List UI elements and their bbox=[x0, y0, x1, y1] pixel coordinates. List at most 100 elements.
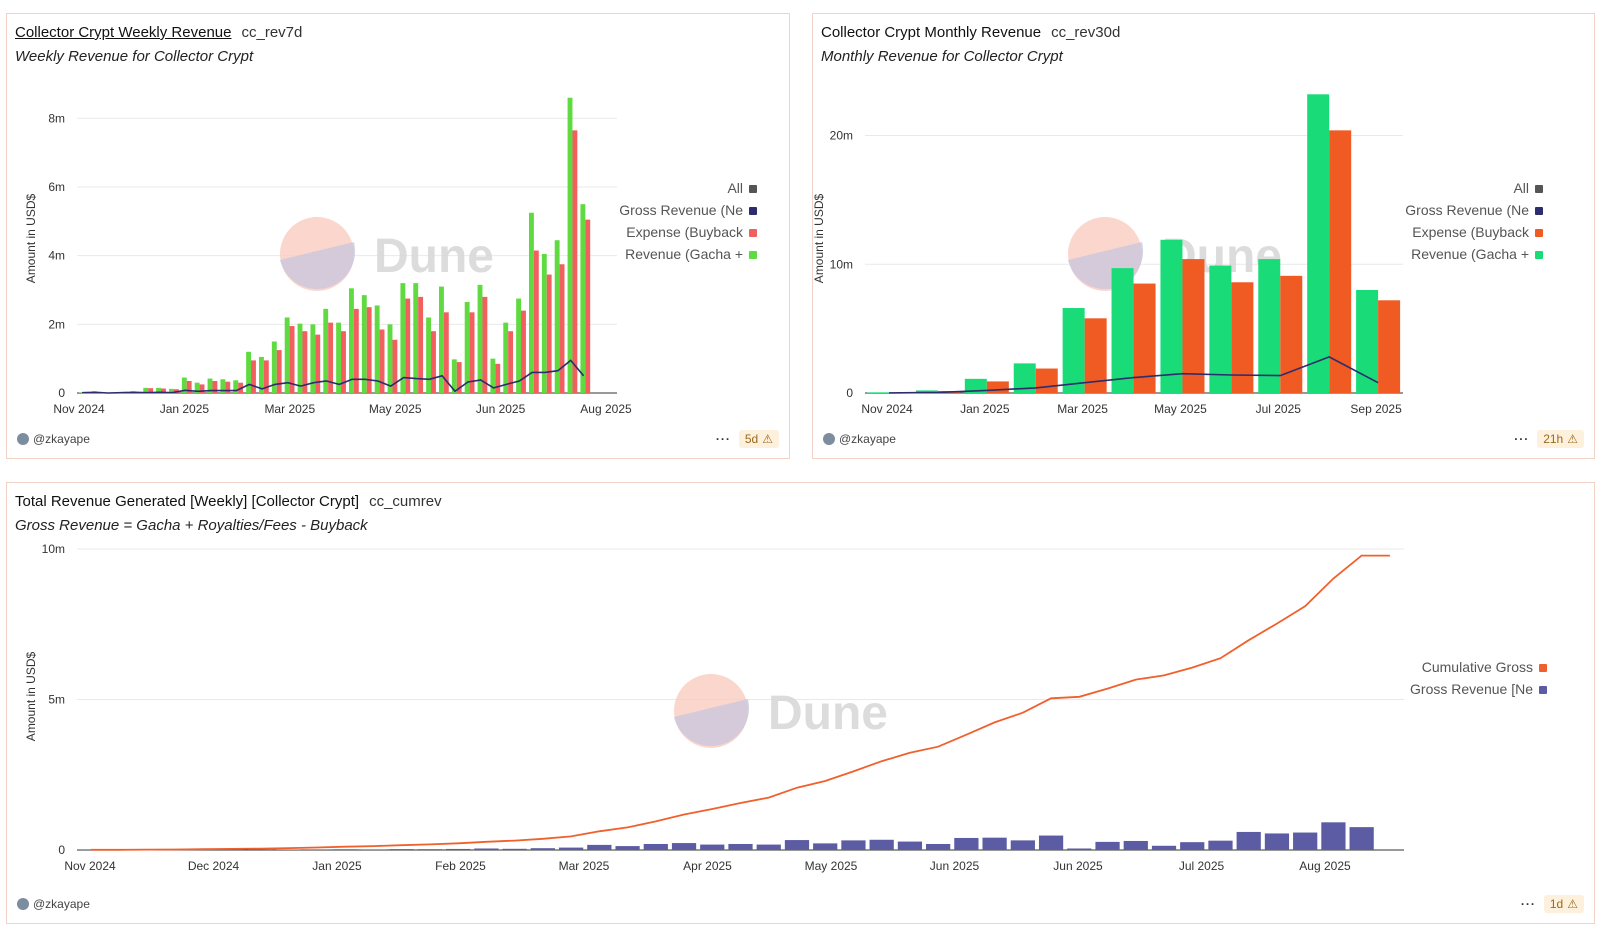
bar-revenue bbox=[1013, 363, 1036, 393]
bar-revenue bbox=[451, 359, 457, 393]
y-axis-label: Amount in USD$ bbox=[813, 193, 826, 283]
age-badge[interactable]: 21h ⚠ bbox=[1537, 430, 1584, 448]
weekly-revenue-chart: 0 2m 4m 6m 8m Amount in USD$ Dune Nov 2024 Jan 2… bbox=[24, 97, 757, 416]
x-tick-label: Jul 2025 bbox=[1179, 859, 1225, 873]
legend-label: Revenue (Gacha + bbox=[1411, 246, 1529, 262]
bar-gross-revenue bbox=[1236, 831, 1261, 850]
bar-gross-revenue bbox=[587, 844, 612, 850]
age-badge[interactable]: 1d ⚠ bbox=[1543, 895, 1584, 913]
author-name: @zkayape bbox=[33, 897, 90, 911]
watermark-logo-half bbox=[674, 699, 750, 747]
query-id: cc_rev30d bbox=[1051, 24, 1121, 41]
y-axis-label: Amount in USD$ bbox=[24, 193, 38, 283]
bar-gross-revenue bbox=[615, 846, 640, 850]
legend-swatch bbox=[749, 251, 757, 259]
x-tick-label: Jun 2025 bbox=[1053, 859, 1103, 873]
panel-title-row: Total Revenue Generated [Weekly] [Collec… bbox=[15, 493, 442, 510]
legend-swatch bbox=[749, 229, 757, 237]
panel-title[interactable]: Collector Crypt Weekly Revenue bbox=[15, 24, 232, 41]
bar-expense bbox=[289, 326, 295, 393]
bar-gross-revenue bbox=[841, 840, 866, 850]
warning-icon: ⚠ bbox=[1567, 897, 1578, 911]
y-tick-label: 0 bbox=[58, 843, 65, 857]
bar-revenue bbox=[1062, 308, 1085, 393]
bar-gross-revenue bbox=[1180, 842, 1205, 850]
bar-expense bbox=[546, 274, 552, 393]
bar-expense bbox=[315, 334, 321, 393]
author[interactable]: @zkayape bbox=[17, 432, 90, 446]
bar-expense bbox=[1378, 300, 1401, 393]
bar-revenue bbox=[1160, 239, 1183, 393]
bar-gross-revenue bbox=[700, 844, 725, 850]
legend-label: Gross Revenue (Ne bbox=[1405, 202, 1529, 218]
more-dots-icon[interactable]: ··· bbox=[1514, 432, 1530, 446]
y-tick-label: 10m bbox=[830, 257, 853, 271]
bar-revenue bbox=[246, 351, 252, 393]
more-dots-icon[interactable]: ··· bbox=[1520, 897, 1536, 911]
bar-expense bbox=[302, 331, 308, 393]
bar-expense bbox=[225, 381, 231, 393]
bar-gross-revenue bbox=[333, 849, 358, 850]
bar-revenue bbox=[143, 387, 149, 393]
bar-expense bbox=[341, 331, 346, 393]
legend-label: All bbox=[1513, 180, 1529, 196]
author-name: @zkayape bbox=[33, 432, 90, 446]
bar-revenue bbox=[271, 341, 277, 393]
bar-gross-revenue bbox=[558, 847, 584, 850]
bar-expense bbox=[508, 331, 514, 393]
bar-expense bbox=[1035, 368, 1058, 393]
bar-expense bbox=[263, 360, 269, 393]
x-tick-label: Jan 2025 bbox=[960, 402, 1010, 416]
x-tick-label: Feb 2025 bbox=[435, 859, 486, 873]
warning-icon: ⚠ bbox=[762, 432, 773, 446]
panel-title[interactable]: Total Revenue Generated [Weekly] [Collec… bbox=[15, 493, 360, 510]
bar-revenue bbox=[361, 295, 367, 393]
legend-swatch bbox=[1539, 664, 1547, 672]
x-tick-label: May 2025 bbox=[1154, 402, 1207, 416]
author[interactable]: @zkayape bbox=[823, 432, 896, 446]
bar-revenue bbox=[194, 382, 200, 393]
bar-expense bbox=[533, 250, 539, 393]
warning-icon: ⚠ bbox=[1567, 432, 1578, 446]
y-tick-label: 0 bbox=[58, 386, 65, 400]
bar-revenue bbox=[284, 317, 290, 393]
bar-revenue bbox=[567, 97, 573, 393]
bar-revenue bbox=[1209, 265, 1232, 393]
author[interactable]: @zkayape bbox=[17, 897, 90, 911]
bar-revenue bbox=[1258, 259, 1281, 393]
bar-expense bbox=[148, 388, 154, 393]
bar-expense bbox=[1084, 318, 1107, 393]
bar-revenue bbox=[426, 317, 432, 393]
bar-gross-revenue bbox=[1010, 840, 1035, 850]
more-dots-icon[interactable]: ··· bbox=[715, 432, 731, 446]
legend-label: All bbox=[727, 180, 743, 196]
line-gross-revenue bbox=[82, 359, 585, 394]
x-tick-label: Mar 2025 bbox=[1057, 402, 1108, 416]
bar-gross-revenue bbox=[728, 843, 753, 850]
bar-gross-revenue bbox=[304, 849, 330, 850]
bar-expense bbox=[1280, 275, 1303, 393]
bar-expense bbox=[366, 307, 372, 393]
y-tick-label: 2m bbox=[48, 317, 65, 331]
bar-expense bbox=[456, 362, 462, 393]
bar-revenue bbox=[529, 212, 534, 393]
bar-gross-revenue bbox=[361, 849, 386, 850]
bar-expense bbox=[418, 296, 424, 393]
age-badge[interactable]: 5d ⚠ bbox=[738, 430, 779, 448]
y-tick-label: 10m bbox=[42, 542, 65, 556]
bar-gross-revenue bbox=[389, 849, 414, 850]
bar-revenue bbox=[477, 284, 483, 393]
bar-gross-revenue bbox=[474, 848, 499, 850]
bar-gross-revenue bbox=[1293, 832, 1318, 850]
panel-title[interactable]: Collector Crypt Monthly Revenue bbox=[821, 24, 1042, 41]
line-gross-revenue bbox=[888, 356, 1379, 394]
bar-revenue bbox=[464, 302, 470, 393]
bar-revenue bbox=[310, 324, 316, 393]
bar-expense bbox=[431, 331, 436, 393]
bar-gross-revenue bbox=[1321, 822, 1346, 850]
panel-subtitle: Weekly Revenue for Collector Crypt bbox=[15, 48, 254, 65]
legend-swatch bbox=[1535, 185, 1543, 193]
bar-gross-revenue bbox=[813, 843, 838, 850]
legend-swatch bbox=[1535, 251, 1543, 259]
query-id: cc_rev7d bbox=[241, 24, 303, 41]
